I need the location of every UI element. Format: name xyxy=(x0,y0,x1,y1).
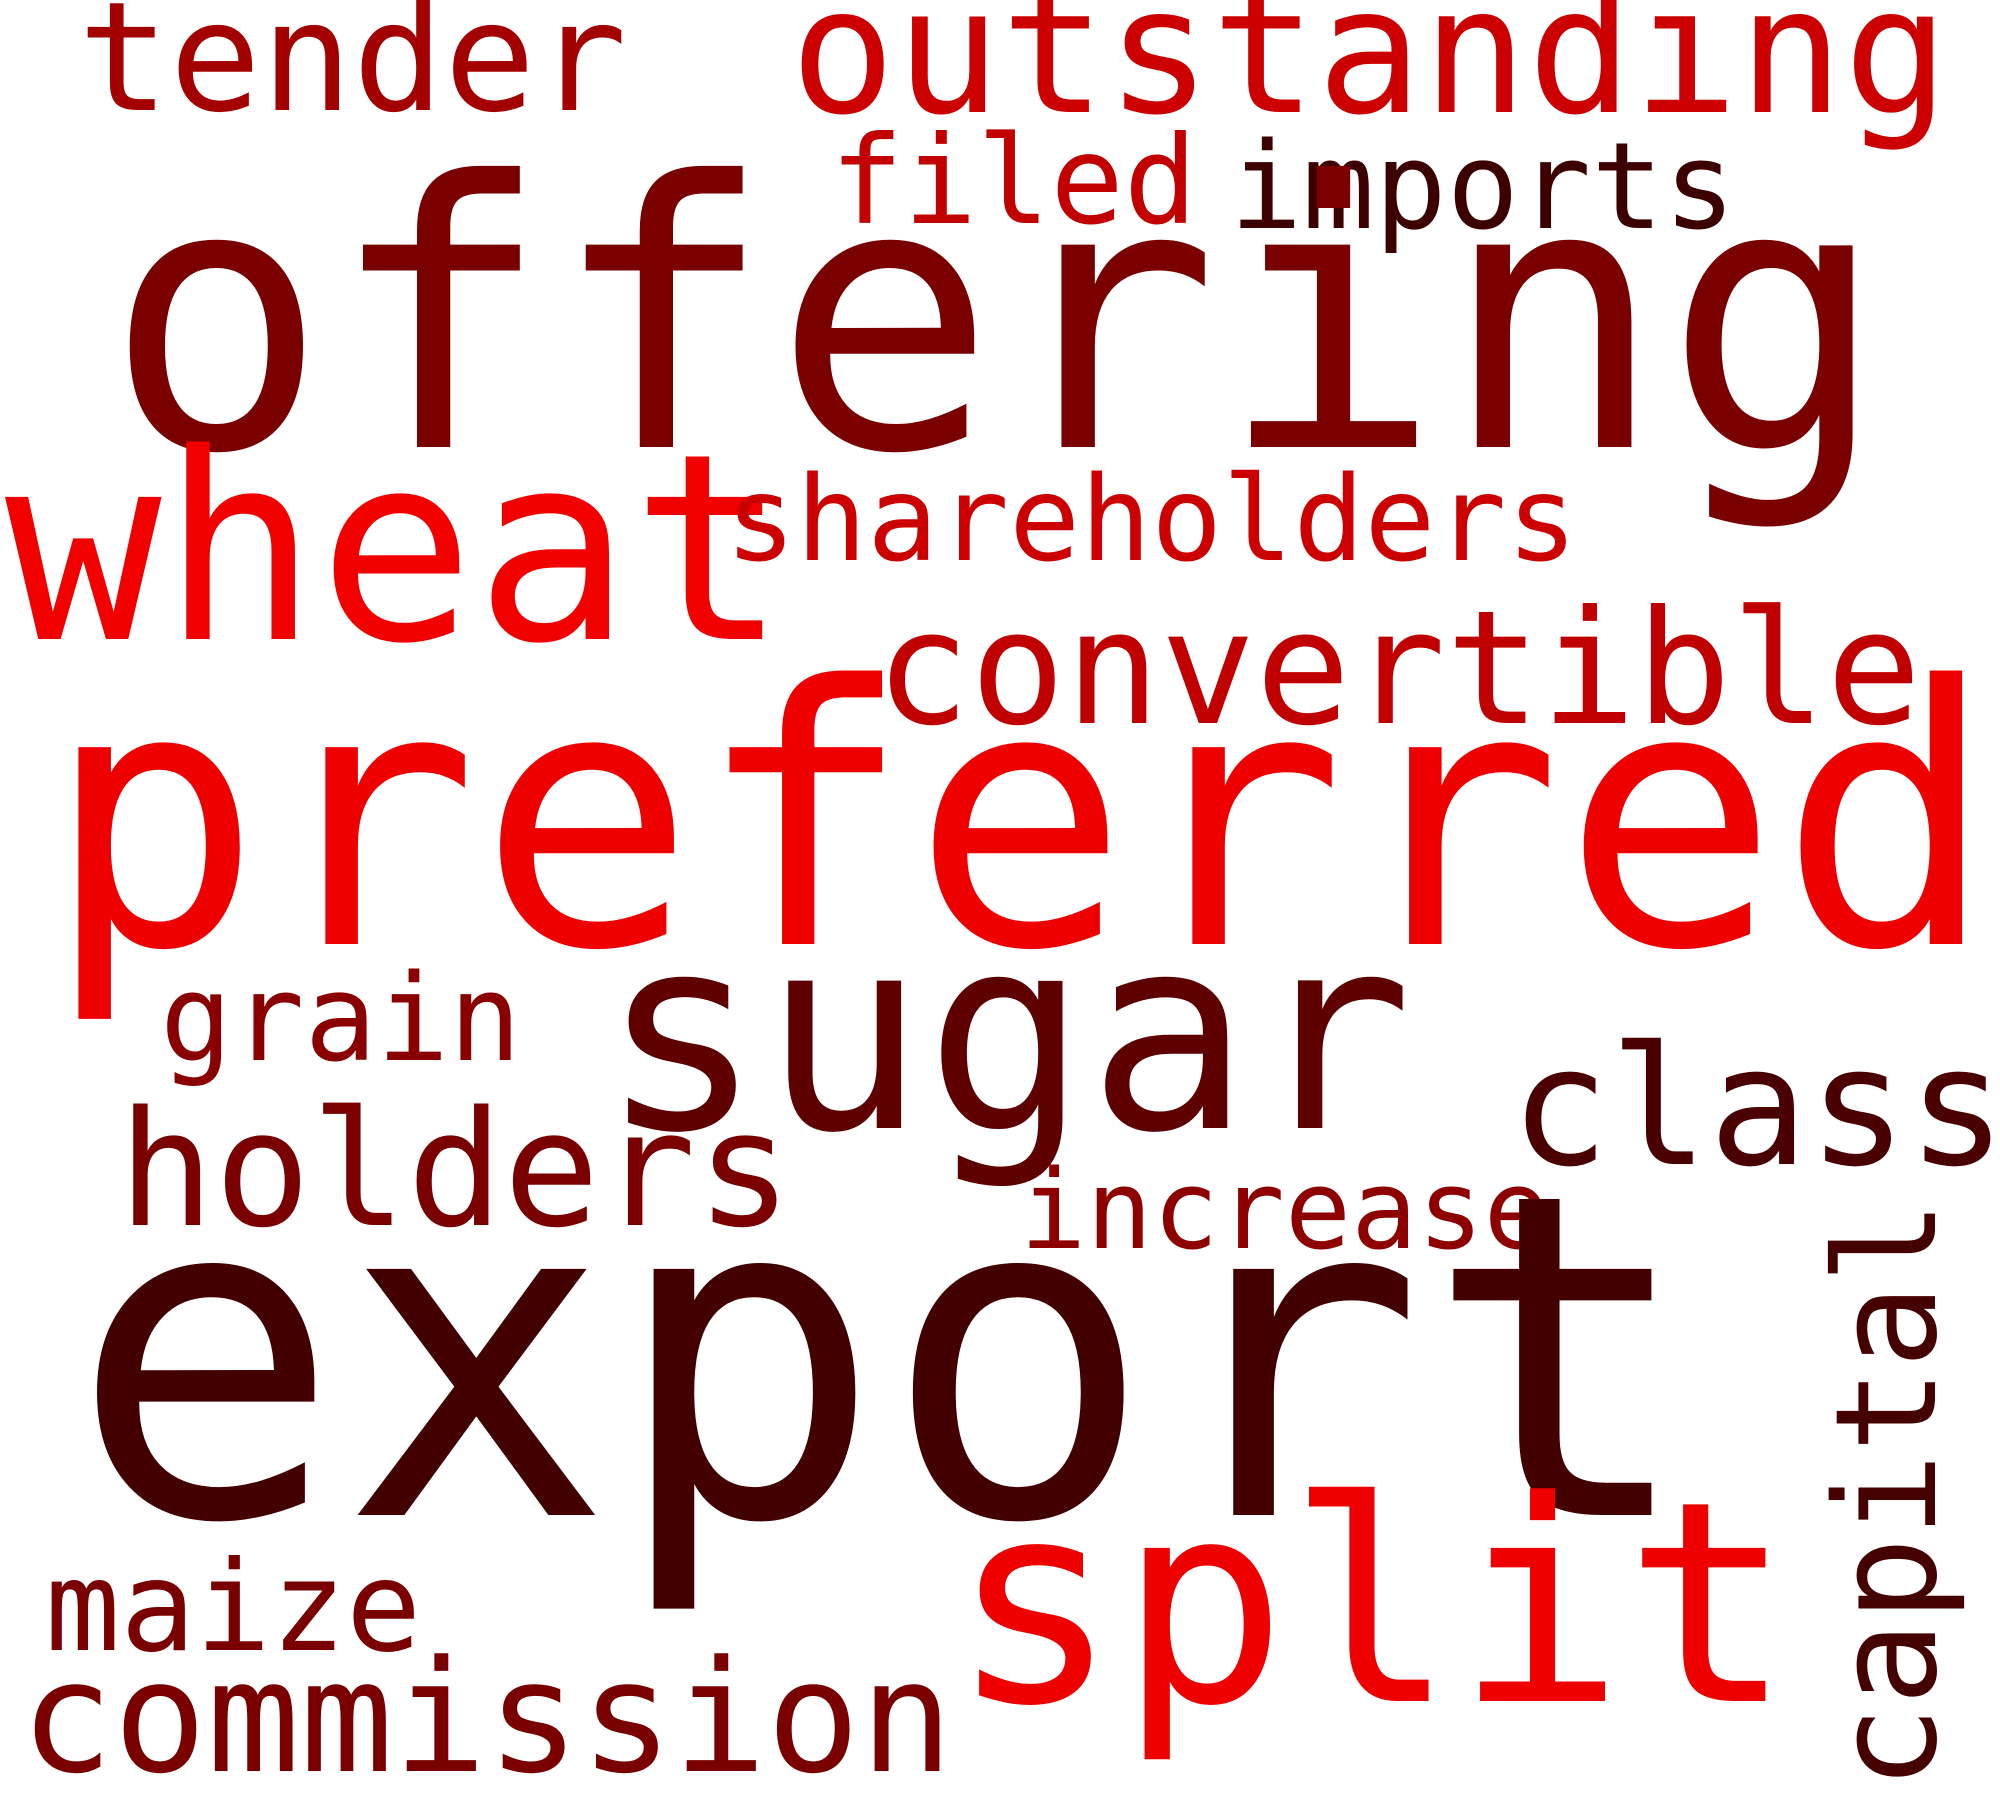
word-grain: grain xyxy=(160,950,522,1089)
word-split: split xyxy=(950,1442,1793,1768)
word-commission: commission xyxy=(20,1627,954,1808)
word-wheat: wheat xyxy=(5,399,788,701)
word-increase: increase xyxy=(1020,1146,1550,1274)
word-convertible: convertible xyxy=(875,577,1922,761)
word-tender: tender xyxy=(78,0,628,146)
word-holders: holders xyxy=(118,1076,793,1263)
word-maize: maize xyxy=(45,1535,422,1680)
word-class: class xyxy=(1510,1011,2000,1203)
word-export: export xyxy=(70,1098,1696,1622)
word-preferred: preferred xyxy=(45,610,1996,1029)
word-shareholders: shareholders xyxy=(725,450,1578,588)
word-filed: filed xyxy=(830,110,1198,252)
word-sugar: sugar xyxy=(600,877,1413,1192)
word-imports: imports xyxy=(1230,118,1736,257)
word-capital: capital xyxy=(1806,1199,1969,1790)
word-outstanding: outstanding xyxy=(790,0,1949,154)
word-offering: offering xyxy=(105,105,1888,535)
